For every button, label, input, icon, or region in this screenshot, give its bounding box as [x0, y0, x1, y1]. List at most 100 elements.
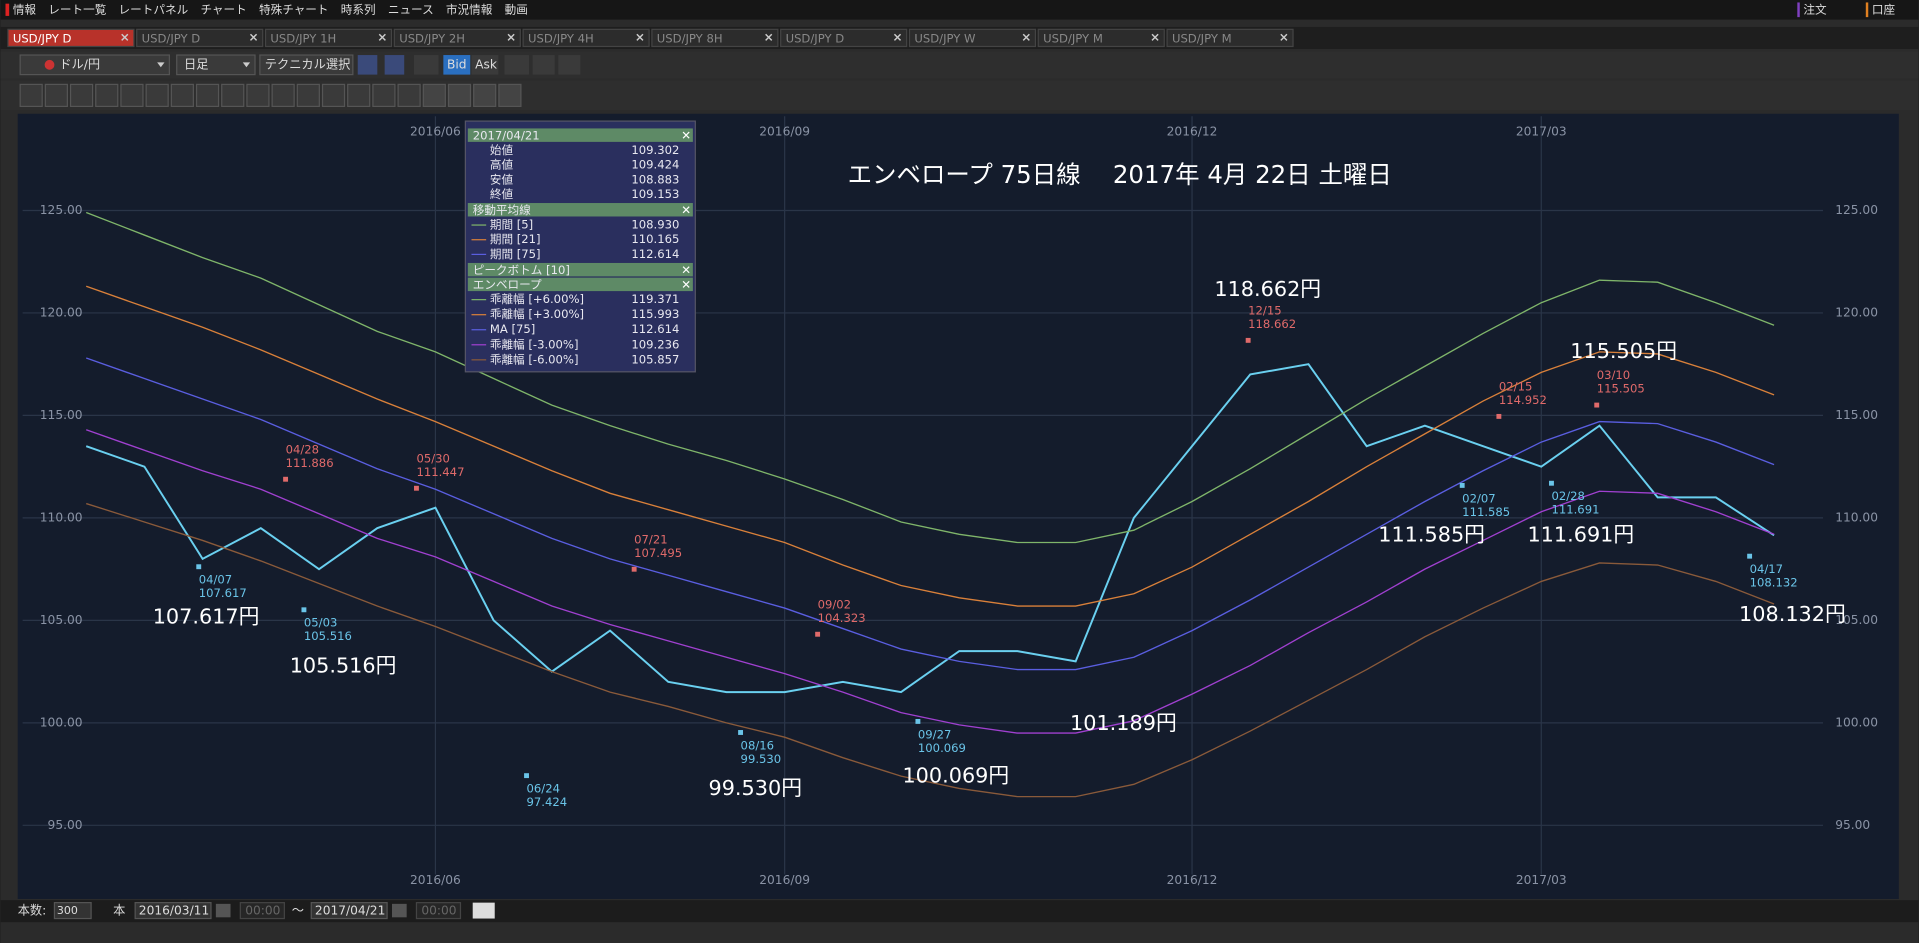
draw-tool-button[interactable]: [296, 83, 320, 108]
menu-right-item[interactable]: 注文: [1803, 2, 1827, 16]
tool-button[interactable]: [414, 55, 439, 75]
tab-label[interactable]: USD/JPY M: [1043, 32, 1103, 46]
count-label: 本数:: [18, 903, 47, 918]
bottom-marker: [915, 718, 921, 724]
bottom-marker: [301, 607, 307, 613]
panel-close[interactable]: [682, 206, 690, 214]
tool-button[interactable]: [384, 55, 405, 75]
to-date-input[interactable]: [310, 902, 388, 920]
tab-label[interactable]: USD/JPY 4H: [528, 32, 594, 46]
tab-label[interactable]: USD/JPY 1H: [270, 32, 336, 46]
tab-close[interactable]: [765, 33, 773, 41]
menu-item[interactable]: 市況情報: [446, 2, 493, 16]
tab[interactable]: [7, 28, 135, 48]
draw-tool-button[interactable]: [321, 83, 346, 108]
menu-item[interactable]: レートパネル: [119, 2, 189, 16]
draw-tool-button[interactable]: [246, 83, 270, 108]
peak-marker: [1594, 402, 1600, 408]
price-callout: 101.189円: [1070, 711, 1177, 735]
draw-tool-button[interactable]: [347, 83, 371, 108]
menu-item[interactable]: 情報: [13, 2, 37, 16]
zoom-button[interactable]: [558, 55, 581, 75]
tab-label[interactable]: USD/JPY M: [1172, 32, 1232, 46]
tab-label[interactable]: USD/JPY D: [786, 32, 845, 46]
tab-label[interactable]: USD/JPY 2H: [399, 32, 465, 46]
tab[interactable]: [264, 28, 393, 48]
from-time-input[interactable]: [239, 902, 285, 920]
peak-marker: [1245, 337, 1251, 343]
panel-value: 108.930: [631, 218, 679, 232]
tool-button[interactable]: [357, 55, 378, 75]
peak-marker: [631, 566, 637, 572]
tab[interactable]: [393, 28, 521, 48]
panel-value: 109.424: [631, 158, 679, 172]
draw-tool-button[interactable]: [170, 83, 194, 108]
tab[interactable]: [651, 28, 779, 48]
draw-tool-button[interactable]: [422, 83, 446, 108]
tab[interactable]: [780, 28, 908, 48]
tab-label[interactable]: USD/JPY W: [914, 32, 976, 46]
draw-tool-button[interactable]: [221, 83, 245, 108]
draw-tool-button[interactable]: [195, 83, 220, 108]
tab-close[interactable]: [378, 33, 386, 41]
ask-button[interactable]: [471, 55, 499, 75]
tab-close[interactable]: [121, 33, 129, 41]
tab[interactable]: [136, 28, 264, 48]
tab-close[interactable]: [1280, 33, 1288, 41]
draw-tool-button[interactable]: [271, 83, 295, 108]
draw-tool-button[interactable]: [473, 83, 497, 108]
tab-label[interactable]: USD/JPY D: [142, 32, 201, 46]
bid-button[interactable]: [443, 55, 471, 75]
tab-label[interactable]: USD/JPY 8H: [657, 32, 723, 46]
period-select[interactable]: [176, 54, 256, 76]
technical-select[interactable]: [259, 54, 354, 76]
panel-close[interactable]: [682, 131, 690, 139]
x-tick-label: 2016/09: [759, 125, 810, 139]
tab[interactable]: [1037, 28, 1165, 48]
bottom-value: 111.691: [1551, 503, 1599, 517]
tab-close[interactable]: [1022, 33, 1030, 41]
draw-tool-button[interactable]: [372, 83, 396, 108]
tab[interactable]: [1166, 28, 1294, 48]
tab-close[interactable]: [507, 33, 515, 41]
calendar-button[interactable]: [215, 903, 231, 918]
pair-select[interactable]: [19, 54, 170, 76]
tab[interactable]: [908, 28, 1037, 48]
draw-tool-button[interactable]: [120, 83, 144, 108]
draw-tool-button[interactable]: [69, 83, 94, 108]
tool-button[interactable]: [504, 55, 529, 75]
draw-tool-button[interactable]: [95, 83, 119, 108]
draw-tool-button[interactable]: [397, 83, 421, 108]
peak-date: 09/02: [818, 597, 851, 611]
tab-close[interactable]: [1151, 33, 1159, 41]
panel-close[interactable]: [682, 266, 690, 274]
y-tick-label: 95.00: [48, 818, 83, 832]
menu-item[interactable]: ニュース: [388, 2, 434, 16]
draw-tool-button[interactable]: [447, 83, 472, 108]
draw-tool-button[interactable]: [145, 83, 169, 108]
menu-item[interactable]: チャート: [200, 2, 246, 16]
to-time-input[interactable]: [415, 902, 462, 920]
panel-close[interactable]: [682, 280, 690, 288]
menu-item[interactable]: 特殊チャート: [259, 2, 329, 16]
price-callout: 111.691円: [1527, 523, 1634, 547]
from-date-input[interactable]: [134, 902, 212, 920]
draw-tool-button[interactable]: [19, 83, 43, 108]
zoom-button[interactable]: [532, 55, 555, 75]
calendar-button[interactable]: [391, 903, 407, 918]
draw-tool-button[interactable]: [498, 83, 522, 108]
draw-tool-button[interactable]: [44, 83, 68, 108]
tab-label[interactable]: USD/JPY D: [13, 32, 72, 46]
menu-right-item[interactable]: 口座: [1872, 2, 1896, 16]
tab-close[interactable]: [893, 33, 902, 41]
tab-close[interactable]: [636, 33, 644, 41]
tab[interactable]: [522, 28, 650, 48]
menu-item[interactable]: レート一覧: [48, 2, 106, 16]
reload-button[interactable]: [472, 902, 495, 919]
menu-item[interactable]: 時系列: [341, 2, 376, 16]
count-select[interactable]: [53, 902, 92, 920]
menu-item[interactable]: 動画: [505, 2, 528, 16]
bid-label: Bid: [447, 57, 467, 71]
bottom-value: 111.585: [1462, 505, 1510, 519]
tab-close[interactable]: [249, 33, 258, 41]
